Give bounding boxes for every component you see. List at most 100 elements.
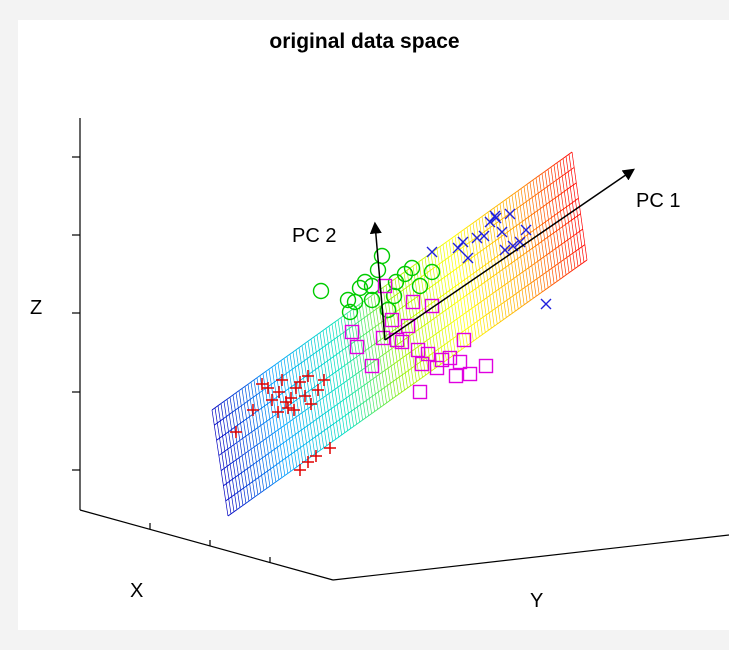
plane-mesh-line bbox=[277, 440, 287, 448]
plane-mesh-line bbox=[553, 226, 563, 234]
plane-mesh-line bbox=[295, 349, 313, 457]
plane-mesh-line bbox=[280, 360, 298, 467]
x-marker bbox=[484, 216, 496, 228]
plane-mesh-line bbox=[460, 231, 477, 339]
plane-mesh-line bbox=[542, 217, 552, 225]
plane-mesh-line bbox=[427, 316, 438, 324]
plane-mesh-line bbox=[369, 391, 379, 399]
plane-mesh-line bbox=[245, 496, 256, 504]
plane-mesh-line bbox=[533, 223, 543, 231]
plane-mesh-line bbox=[223, 411, 233, 420]
plane-mesh-line bbox=[337, 319, 354, 427]
plane-mesh-line bbox=[236, 502, 247, 510]
plus-marker bbox=[302, 370, 314, 382]
x-marker bbox=[462, 252, 474, 264]
plane-mesh-line bbox=[263, 416, 274, 424]
plane-mesh-line bbox=[270, 462, 280, 470]
plane-mesh-line bbox=[346, 373, 357, 382]
plane-mesh-line bbox=[250, 459, 260, 467]
plane-mesh-line bbox=[566, 250, 577, 258]
plane-mesh-line bbox=[290, 464, 301, 472]
plane-mesh-line bbox=[331, 323, 349, 431]
plane-mesh-line bbox=[382, 348, 393, 356]
plane-mesh-line bbox=[465, 305, 476, 313]
plane-mesh-line bbox=[447, 318, 458, 326]
x-axis-label: X bbox=[130, 580, 144, 602]
plane-mesh-line bbox=[229, 397, 247, 504]
plane-mesh-line bbox=[540, 201, 550, 209]
plane-mesh-line bbox=[307, 341, 325, 448]
plane-mesh-line bbox=[493, 207, 510, 316]
plane-mesh-line bbox=[432, 279, 442, 287]
plane-mesh-line bbox=[478, 218, 495, 327]
plane-mesh-line bbox=[364, 300, 381, 408]
plane-mesh-line bbox=[265, 431, 276, 439]
plane-mesh-line bbox=[454, 229, 465, 237]
plus-marker bbox=[282, 402, 294, 414]
plane-mesh-line bbox=[483, 292, 494, 301]
plane-mesh-line bbox=[355, 299, 366, 308]
plane-mesh-line bbox=[301, 338, 312, 346]
plane-mesh-line bbox=[358, 304, 375, 412]
plane-mesh-line bbox=[380, 400, 390, 408]
plane-mesh-line bbox=[226, 399, 244, 506]
plane-mesh-line bbox=[544, 164, 555, 172]
plane-mesh-line bbox=[344, 358, 354, 366]
x-marker bbox=[499, 244, 511, 256]
plane-mesh-line bbox=[537, 254, 548, 262]
x-axis-line bbox=[79, 509, 334, 581]
plane-mesh-line bbox=[220, 396, 231, 404]
plane-mesh-line bbox=[481, 277, 491, 285]
plane-mesh-line bbox=[512, 289, 523, 297]
plane-mesh-line bbox=[424, 257, 441, 365]
plane-mesh-line bbox=[229, 457, 240, 465]
plane-mesh-line bbox=[564, 167, 575, 175]
plane-mesh-line bbox=[304, 421, 314, 429]
plane-mesh-line bbox=[391, 341, 402, 349]
plane-mesh-line bbox=[405, 365, 415, 374]
plane-mesh-line bbox=[474, 299, 485, 307]
plane-mesh-line bbox=[367, 298, 384, 406]
plane-mesh-line bbox=[420, 270, 431, 278]
plane-mesh-line bbox=[492, 218, 503, 226]
y-axis-line bbox=[332, 534, 729, 581]
plane-mesh-line bbox=[316, 334, 334, 442]
plot-area bbox=[18, 20, 729, 630]
plane-mesh-line bbox=[445, 242, 462, 350]
plane-mesh-line bbox=[553, 158, 564, 166]
plane-mesh-line bbox=[496, 205, 513, 314]
circle-marker bbox=[363, 277, 381, 295]
plane-mesh-line bbox=[504, 227, 514, 235]
axis-ticks bbox=[72, 156, 271, 563]
plus-marker bbox=[299, 390, 311, 402]
plane-mesh-line bbox=[250, 381, 268, 489]
square-marker bbox=[405, 294, 421, 310]
plane-mesh-line bbox=[517, 183, 528, 192]
plane-mesh-line bbox=[308, 384, 319, 392]
plane-mesh-line bbox=[281, 470, 292, 478]
plane-mesh-line bbox=[391, 280, 408, 389]
plane-mesh-line bbox=[319, 325, 330, 333]
circle-marker bbox=[346, 293, 364, 311]
plane-mesh-line bbox=[274, 358, 285, 366]
plane-mesh-line bbox=[522, 214, 532, 222]
plane-mesh-line bbox=[366, 308, 377, 316]
plane-mesh-line bbox=[303, 353, 314, 362]
plane-mesh-line bbox=[384, 363, 395, 371]
plane-mesh-line bbox=[488, 323, 498, 331]
plane-mesh-line bbox=[357, 315, 368, 323]
plane-mesh-line bbox=[262, 373, 280, 480]
plane-mesh-line bbox=[443, 287, 453, 296]
plane-mesh-line bbox=[351, 404, 361, 412]
plane-mesh-line bbox=[523, 298, 534, 306]
plane-mesh-line bbox=[436, 248, 453, 357]
plane-mesh-line bbox=[502, 201, 519, 310]
plane-mesh-line bbox=[567, 182, 577, 190]
plane-mesh-line bbox=[337, 380, 348, 388]
plane-mesh-line bbox=[546, 248, 557, 256]
plane-mesh-line bbox=[526, 177, 537, 185]
plane-mesh-line bbox=[214, 407, 232, 514]
plane-mesh-line bbox=[445, 235, 456, 243]
square-marker bbox=[394, 334, 410, 350]
plane-mesh-line bbox=[535, 239, 545, 247]
